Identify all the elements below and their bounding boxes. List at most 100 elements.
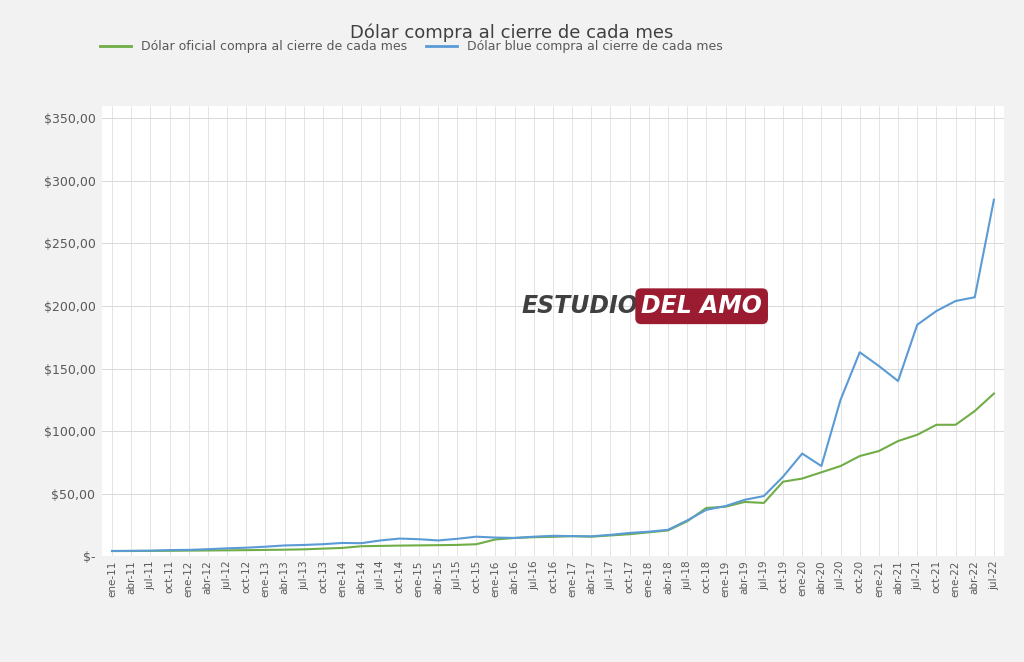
- Dólar blue compra al cierre de cada mes: [700, 506, 713, 514]
- Dólar oficial compra al cierre de cada mes: [144, 547, 157, 555]
- Dólar oficial compra al cierre de cada mes: [125, 547, 137, 555]
- Dólar oficial compra al cierre de cada mes: [336, 544, 348, 552]
- Dólar blue compra al cierre de cada mes: [105, 547, 118, 555]
- Dólar blue compra al cierre de cada mes: [815, 462, 827, 470]
- Dólar oficial compra al cierre de cada mes: [738, 498, 751, 506]
- Dólar oficial compra al cierre de cada mes: [547, 533, 559, 541]
- Dólar blue compra al cierre de cada mes: [336, 539, 348, 547]
- Dólar blue compra al cierre de cada mes: [547, 532, 559, 540]
- Dólar oficial compra al cierre de cada mes: [316, 545, 329, 553]
- Dólar blue compra al cierre de cada mes: [221, 544, 233, 552]
- Dólar oficial compra al cierre de cada mes: [432, 542, 444, 549]
- Dólar blue compra al cierre de cada mes: [509, 534, 521, 542]
- Dólar oficial compra al cierre de cada mes: [355, 542, 368, 550]
- Dólar blue compra al cierre de cada mes: [316, 540, 329, 548]
- Dólar blue compra al cierre de cada mes: [681, 516, 693, 524]
- Dólar blue compra al cierre de cada mes: [872, 362, 885, 370]
- Dólar blue compra al cierre de cada mes: [279, 542, 291, 549]
- Dólar oficial compra al cierre de cada mes: [930, 421, 942, 429]
- Dólar oficial compra al cierre de cada mes: [509, 534, 521, 542]
- Dólar blue compra al cierre de cada mes: [738, 496, 751, 504]
- Dólar blue compra al cierre de cada mes: [988, 196, 1000, 204]
- Dólar oficial compra al cierre de cada mes: [758, 499, 770, 507]
- Dólar blue compra al cierre de cada mes: [604, 531, 616, 539]
- Dólar blue compra al cierre de cada mes: [758, 492, 770, 500]
- Dólar blue compra al cierre de cada mes: [182, 546, 195, 554]
- Dólar blue compra al cierre de cada mes: [854, 348, 866, 356]
- Dólar blue compra al cierre de cada mes: [911, 321, 924, 329]
- Dólar blue compra al cierre de cada mes: [777, 473, 790, 481]
- Dólar blue compra al cierre de cada mes: [662, 526, 674, 534]
- Dólar blue compra al cierre de cada mes: [892, 377, 904, 385]
- Dólar blue compra al cierre de cada mes: [240, 544, 252, 551]
- Dólar oficial compra al cierre de cada mes: [949, 421, 962, 429]
- Dólar oficial compra al cierre de cada mes: [413, 542, 425, 549]
- Dólar blue compra al cierre de cada mes: [164, 546, 176, 554]
- Dólar oficial compra al cierre de cada mes: [988, 389, 1000, 397]
- Text: DEL AMO: DEL AMO: [641, 294, 762, 318]
- Dólar blue compra al cierre de cada mes: [585, 532, 597, 540]
- Dólar oficial compra al cierre de cada mes: [298, 545, 310, 553]
- Dólar oficial compra al cierre de cada mes: [221, 546, 233, 554]
- Dólar blue compra al cierre de cada mes: [796, 449, 808, 457]
- Text: ESTUDIO: ESTUDIO: [521, 294, 639, 318]
- Dólar oficial compra al cierre de cada mes: [585, 533, 597, 541]
- Dólar blue compra al cierre de cada mes: [566, 532, 579, 540]
- Dólar blue compra al cierre de cada mes: [835, 396, 847, 404]
- Legend: Dólar oficial compra al cierre de cada mes, Dólar blue compra al cierre de cada : Dólar oficial compra al cierre de cada m…: [99, 40, 723, 53]
- Dólar blue compra al cierre de cada mes: [489, 534, 502, 542]
- Dólar oficial compra al cierre de cada mes: [624, 530, 636, 538]
- Dólar oficial compra al cierre de cada mes: [202, 547, 214, 555]
- Dólar blue compra al cierre de cada mes: [393, 535, 406, 543]
- Dólar oficial compra al cierre de cada mes: [393, 542, 406, 549]
- Dólar blue compra al cierre de cada mes: [969, 293, 981, 301]
- Dólar blue compra al cierre de cada mes: [624, 529, 636, 537]
- Dólar blue compra al cierre de cada mes: [298, 541, 310, 549]
- Dólar oficial compra al cierre de cada mes: [240, 546, 252, 554]
- Dólar oficial compra al cierre de cada mes: [566, 532, 579, 540]
- Dólar blue compra al cierre de cada mes: [355, 540, 368, 547]
- Dólar oficial compra al cierre de cada mes: [279, 545, 291, 553]
- Dólar oficial compra al cierre de cada mes: [681, 517, 693, 525]
- Dólar oficial compra al cierre de cada mes: [643, 528, 655, 536]
- Dólar blue compra al cierre de cada mes: [949, 297, 962, 305]
- Dólar oficial compra al cierre de cada mes: [720, 502, 732, 510]
- Dólar blue compra al cierre de cada mes: [374, 536, 386, 544]
- Dólar oficial compra al cierre de cada mes: [872, 447, 885, 455]
- Dólar oficial compra al cierre de cada mes: [911, 431, 924, 439]
- Text: Dólar compra al cierre de cada mes: Dólar compra al cierre de cada mes: [350, 23, 674, 42]
- Dólar oficial compra al cierre de cada mes: [451, 541, 463, 549]
- Dólar blue compra al cierre de cada mes: [125, 547, 137, 555]
- Dólar oficial compra al cierre de cada mes: [815, 468, 827, 476]
- Dólar oficial compra al cierre de cada mes: [777, 478, 790, 486]
- Dólar oficial compra al cierre de cada mes: [182, 547, 195, 555]
- Dólar blue compra al cierre de cada mes: [930, 307, 942, 315]
- Dólar oficial compra al cierre de cada mes: [835, 462, 847, 470]
- Dólar oficial compra al cierre de cada mes: [259, 546, 271, 554]
- Dólar oficial compra al cierre de cada mes: [796, 475, 808, 483]
- Dólar oficial compra al cierre de cada mes: [527, 533, 540, 541]
- Dólar oficial compra al cierre de cada mes: [105, 547, 118, 555]
- Dólar blue compra al cierre de cada mes: [144, 547, 157, 555]
- Dólar blue compra al cierre de cada mes: [259, 543, 271, 551]
- Dólar oficial compra al cierre de cada mes: [892, 437, 904, 445]
- Dólar blue compra al cierre de cada mes: [470, 533, 482, 541]
- Dólar oficial compra al cierre de cada mes: [470, 540, 482, 548]
- Dólar oficial compra al cierre de cada mes: [854, 452, 866, 460]
- Dólar oficial compra al cierre de cada mes: [164, 547, 176, 555]
- Dólar oficial compra al cierre de cada mes: [969, 407, 981, 415]
- Dólar oficial compra al cierre de cada mes: [604, 532, 616, 540]
- Dólar blue compra al cierre de cada mes: [451, 535, 463, 543]
- Dólar blue compra al cierre de cada mes: [202, 545, 214, 553]
- Dólar blue compra al cierre de cada mes: [720, 502, 732, 510]
- Line: Dólar blue compra al cierre de cada mes: Dólar blue compra al cierre de cada mes: [112, 200, 994, 551]
- Dólar oficial compra al cierre de cada mes: [489, 536, 502, 544]
- Dólar blue compra al cierre de cada mes: [527, 533, 540, 541]
- Dólar oficial compra al cierre de cada mes: [700, 504, 713, 512]
- Dólar oficial compra al cierre de cada mes: [374, 542, 386, 550]
- Dólar blue compra al cierre de cada mes: [413, 535, 425, 543]
- Dólar blue compra al cierre de cada mes: [432, 536, 444, 544]
- Dólar oficial compra al cierre de cada mes: [662, 526, 674, 534]
- Line: Dólar oficial compra al cierre de cada mes: Dólar oficial compra al cierre de cada m…: [112, 393, 994, 551]
- Dólar blue compra al cierre de cada mes: [643, 528, 655, 536]
